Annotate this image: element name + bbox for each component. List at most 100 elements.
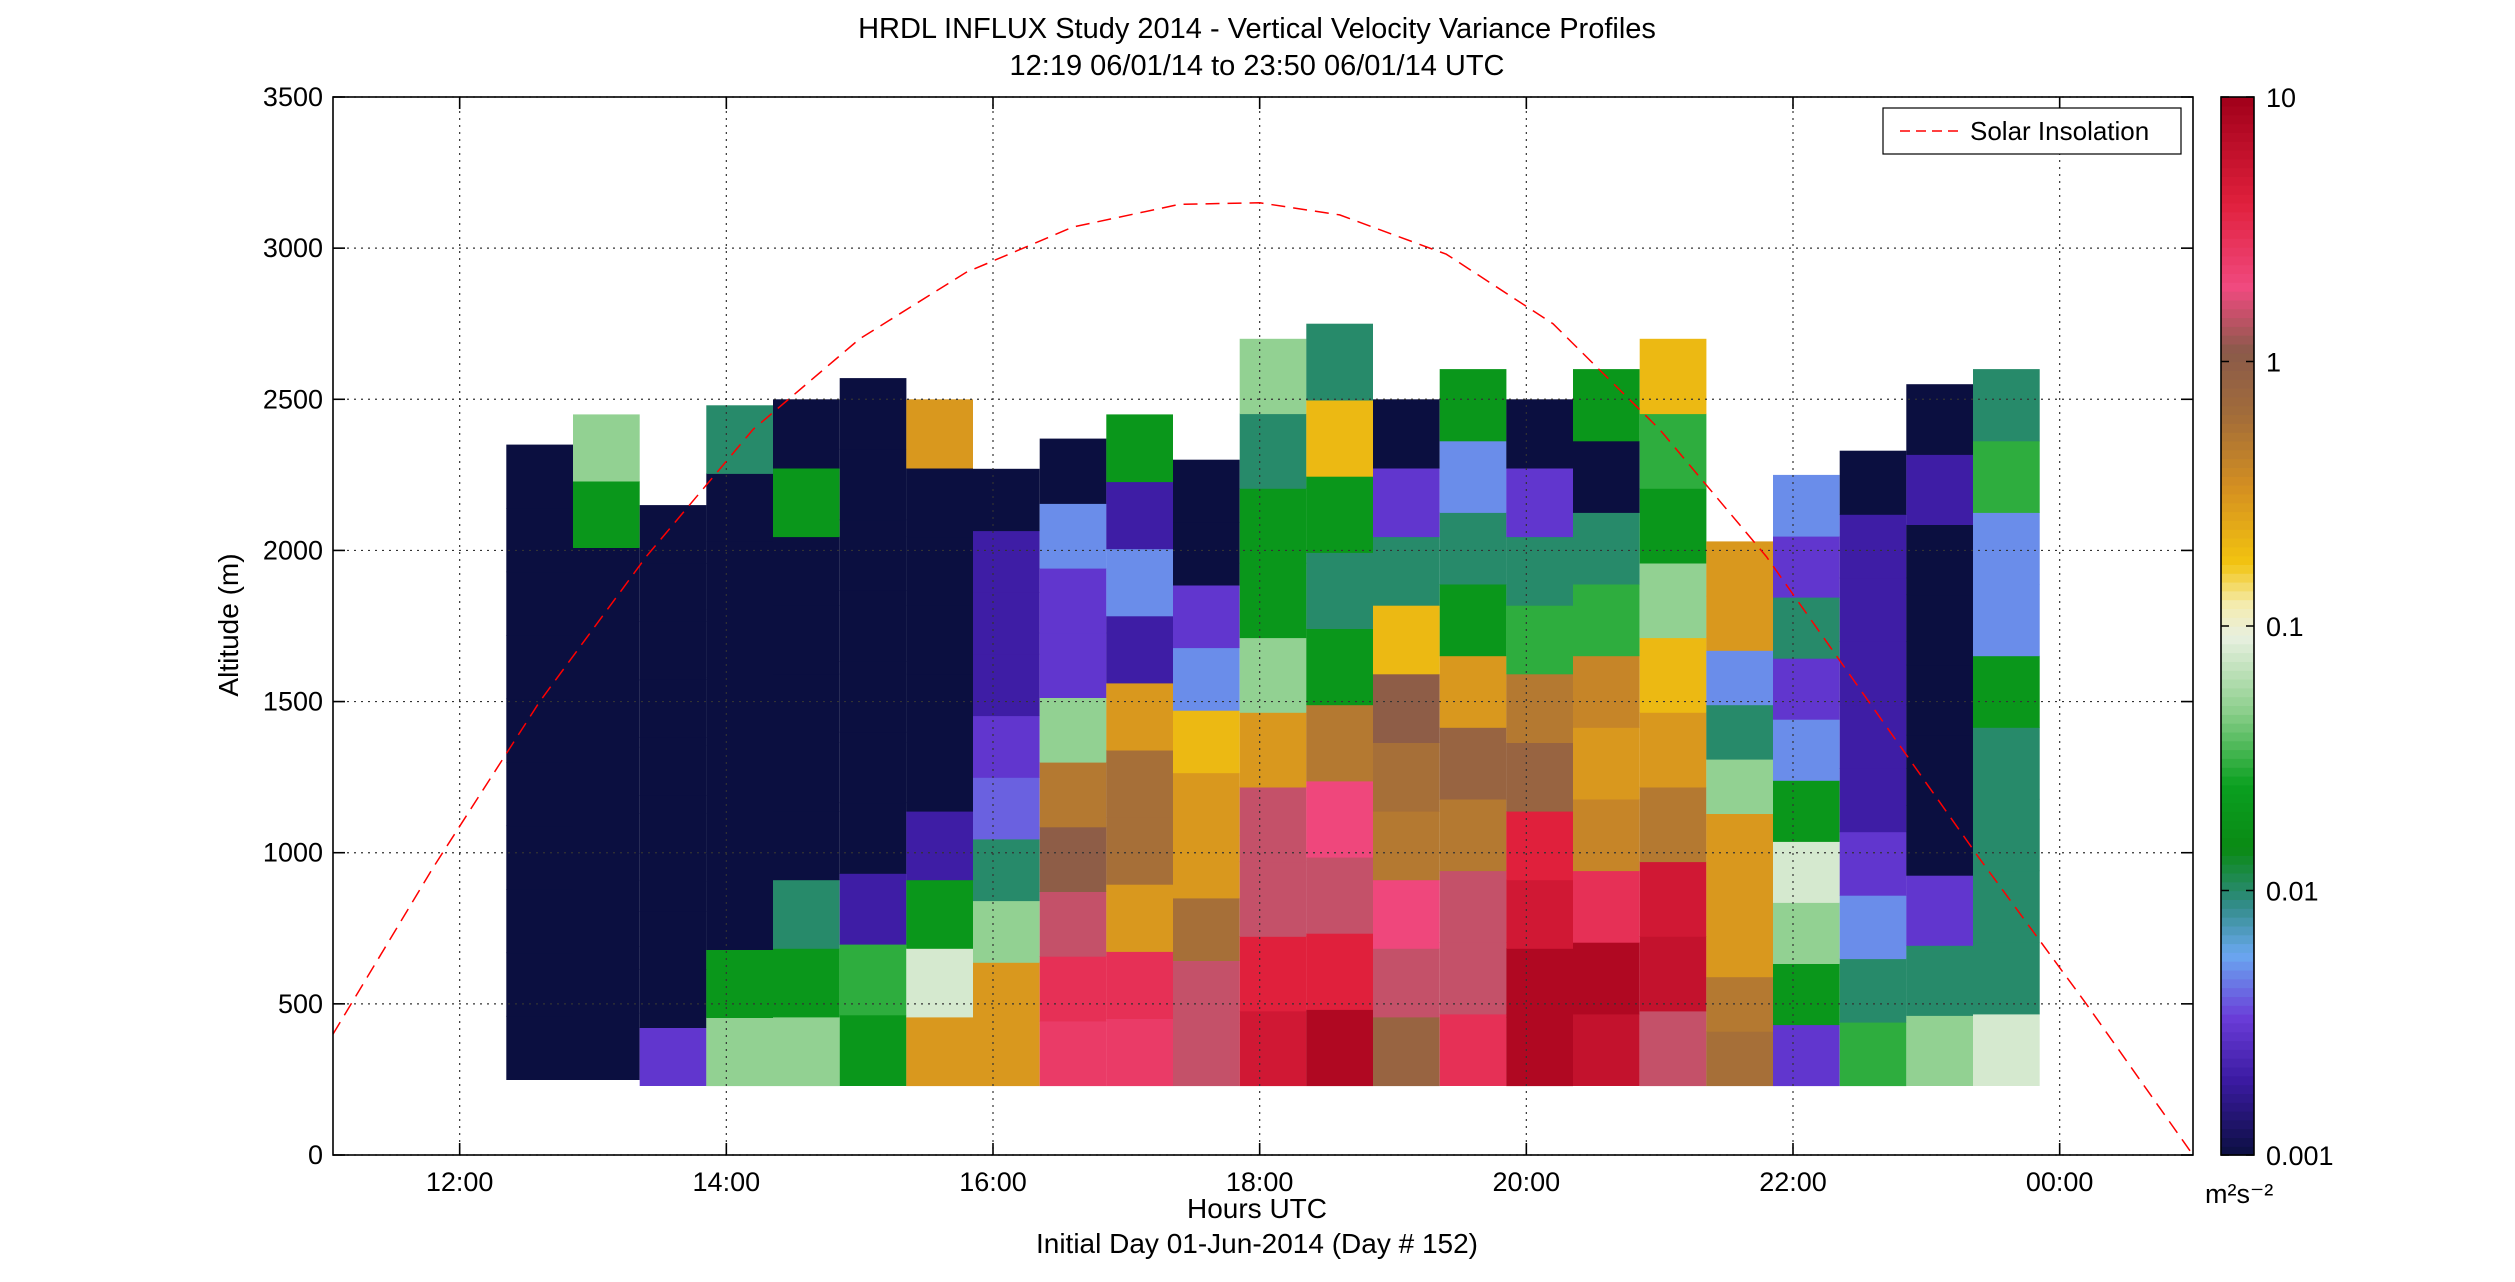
heatmap-cell	[1173, 897, 1240, 961]
colorbar-segment	[2221, 555, 2254, 565]
colorbar-segment	[2221, 564, 2254, 574]
colorbar-segment	[2221, 899, 2254, 909]
colorbar-segment	[2221, 599, 2254, 609]
heatmap-cell	[1173, 960, 1240, 1024]
colorbar-segment	[2221, 864, 2254, 874]
heatmap-cell	[1039, 438, 1107, 504]
heatmap-cell	[1506, 879, 1573, 949]
colorbar-segment	[2221, 326, 2254, 336]
heatmap-cell	[1973, 942, 2040, 1015]
colorbar-segment	[2221, 670, 2254, 680]
colorbar-segment	[2221, 185, 2254, 195]
colorbar-segment	[2221, 643, 2254, 654]
heatmap-cell	[1773, 780, 1840, 842]
heatmap-cell	[1106, 951, 1173, 1019]
heatmap-cell	[1373, 467, 1440, 538]
colorbar-segment	[2221, 890, 2254, 900]
heatmap-cell	[1506, 467, 1573, 538]
colorbar-segment	[2221, 1040, 2254, 1050]
y-tick-label: 3500	[263, 82, 323, 112]
heatmap-cell	[1373, 399, 1440, 469]
heatmap-cell	[1706, 759, 1773, 814]
heatmap-cell	[1239, 637, 1307, 713]
colorbar-segment	[2221, 837, 2254, 848]
heatmap-cell	[1106, 481, 1173, 550]
colorbar-segment	[2221, 1031, 2254, 1042]
heatmap-cell	[1239, 1010, 1307, 1087]
heatmap-cell	[1506, 605, 1573, 675]
heatmap-cell	[1706, 922, 1773, 978]
colorbar-segment	[2221, 678, 2254, 689]
heatmap-cell	[839, 378, 907, 450]
heatmap-cell	[1573, 440, 1640, 513]
heatmap-cell	[1439, 798, 1507, 872]
heatmap-cell	[639, 505, 707, 564]
heatmap-cell	[1106, 615, 1173, 684]
heatmap-cell	[906, 399, 973, 469]
heatmap-cell	[906, 742, 973, 812]
x-axis-sublabel: Initial Day 01-Jun-2014 (Day # 152)	[1036, 1228, 1478, 1259]
heatmap-cell	[1973, 798, 2040, 872]
heatmap-cell	[906, 948, 973, 1018]
heatmap-cell	[839, 731, 907, 804]
heatmap-cell	[1439, 369, 1507, 442]
heatmap-cell	[1439, 440, 1507, 513]
y-tick-label: 1000	[263, 838, 323, 868]
heatmap-cell	[1506, 742, 1573, 812]
x-tick-label: 00:00	[2026, 1167, 2094, 1197]
colorbar-segment	[2221, 961, 2254, 971]
heatmap-cell	[1839, 768, 1907, 833]
heatmap-cell	[1973, 870, 2040, 943]
heatmap-cell	[1239, 786, 1307, 863]
heatmap-cell	[1439, 942, 1507, 1015]
heatmap-cell	[1373, 605, 1440, 675]
heatmap-cell	[1639, 338, 1707, 415]
heatmap-cell	[1306, 476, 1373, 553]
colorbar-segment	[2221, 1013, 2254, 1024]
heatmap-cell	[906, 467, 973, 538]
legend: Solar Insolation	[1882, 107, 2182, 155]
heatmap-cell	[1839, 895, 1907, 960]
colorbar-segment	[2221, 335, 2254, 345]
heatmap-cell	[1573, 798, 1640, 872]
heatmap-cell	[1906, 945, 1973, 1016]
heatmap-cell	[1639, 1010, 1707, 1087]
heatmap-cell	[1906, 594, 1973, 666]
heatmap-cell	[1773, 658, 1840, 720]
heatmap-cell	[1639, 488, 1707, 564]
colorbar-segment	[2221, 423, 2254, 433]
heatmap-cell	[1639, 712, 1707, 788]
heatmap-cell	[1573, 727, 1640, 800]
heatmap-cell	[973, 592, 1040, 655]
heatmap-cell	[1839, 704, 1907, 769]
heatmap-cell	[1973, 512, 2040, 585]
heatmap-cell	[706, 473, 773, 542]
heatmap-cell	[506, 508, 573, 573]
colorbar-segment	[2221, 978, 2254, 989]
y-tick-label: 2000	[263, 535, 323, 565]
colorbar-segment	[2221, 388, 2254, 398]
heatmap-cell	[1973, 727, 2040, 800]
colorbar-segment	[2221, 740, 2254, 751]
heatmap-cell	[1839, 577, 1907, 642]
heatmap-cell	[773, 399, 840, 469]
heatmap-cell	[506, 952, 573, 1017]
heatmap-cell	[1506, 673, 1573, 743]
heatmap-cell	[506, 762, 573, 827]
heatmap-cell	[506, 698, 573, 763]
heatmap-cell	[1439, 1013, 1507, 1086]
colorbar-segment	[2221, 590, 2254, 601]
colorbar-segment	[2221, 396, 2254, 407]
heatmap-cell	[706, 949, 773, 1018]
chart-title: HRDL INFLUX Study 2014 - Vertical Veloci…	[858, 13, 1656, 45]
colorbar-segment	[2221, 440, 2254, 451]
colorbar-segment	[2221, 537, 2254, 548]
colorbar-segment	[2221, 925, 2254, 936]
heatmap-cell	[506, 571, 573, 636]
heatmap-cell	[906, 605, 973, 675]
colorbar-segment	[2221, 1137, 2254, 1147]
heatmap-cell	[1506, 536, 1573, 606]
colorbar-segment	[2221, 1102, 2254, 1112]
heatmap-cell	[839, 802, 907, 874]
colorbar-segment	[2221, 1128, 2254, 1138]
